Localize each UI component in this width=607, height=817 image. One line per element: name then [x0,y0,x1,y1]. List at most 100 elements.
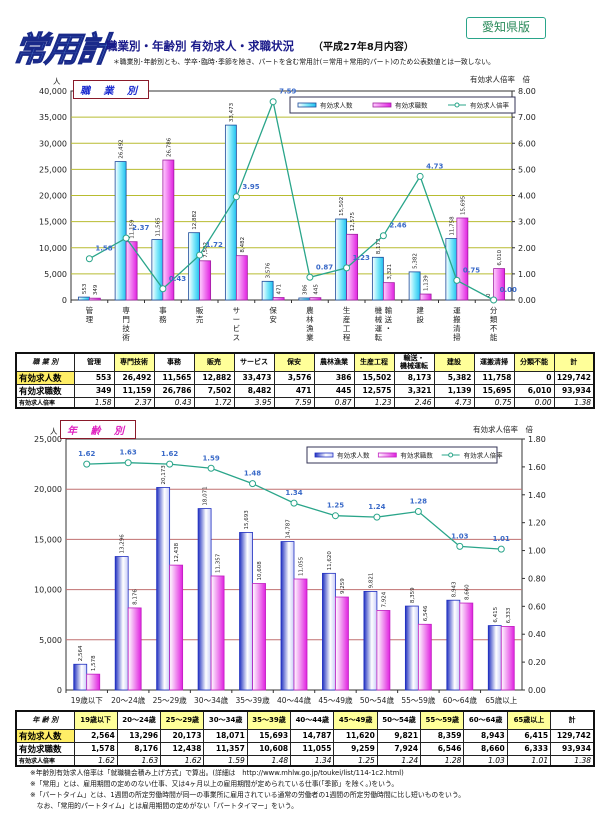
column-header: 専門技術 [113,352,155,372]
legend-label: 有効求人数 [337,451,370,460]
x-category-label: 19歳以下 [71,695,104,705]
table-cell: 7,502 [193,383,235,398]
y2-tick-label: 1.00 [528,547,546,556]
bar-value-label: 11,620 [327,551,333,571]
bar-value-label: 18,071 [203,486,209,505]
y-tick-label: 25,000 [39,165,67,174]
bar-value-label: 6,546 [423,605,429,621]
x-category-label: サービス [233,306,241,342]
table-cell: 1.28 [420,754,465,767]
bar-value-label: 6,010 [497,249,503,265]
page-title: 職業別・年齢別 有効求人・求職状況 [106,39,295,53]
x-category-label: 20～24歳 [111,695,146,705]
footnote: ※「常用」とは、雇用期間の定めのない仕事、又は4ヶ月以上の雇用期間が定められてい… [30,780,399,788]
y-tick-label: 40,000 [39,87,67,96]
column-header: 計 [550,710,595,730]
legend-label: 有効求職数 [395,101,428,110]
x-category-label: 40～44歳 [277,695,312,705]
ratio-point [269,98,277,106]
ratio-point [456,542,464,550]
table-cell: 12,882 [193,370,235,385]
bar-value-label: 471 [277,284,283,295]
ratio-point [414,508,422,516]
bar-value-label: 8,660 [464,584,470,600]
table-row: 有効求人倍率 1.58 2.37 0.43 1.72 3.95 7.59 0.87 1.23 2.… [15,396,595,409]
column-header: 管理 [73,352,115,372]
table-cell: 1,139 [433,383,475,398]
footnotes: ※年齢別有効求人倍率は「就職機会積み上げ方式」で算出。(詳細は http://w… [30,768,465,812]
x-category-label: 50～54歳 [360,695,395,705]
bar-openings [73,663,88,691]
table-cell: 8,176 [116,741,162,756]
legend-swatch [314,452,334,458]
bar-openings [408,271,421,301]
table-cell: 15,502 [353,370,395,385]
bar-applicants [162,159,175,301]
table-cell: 1.72 [193,396,235,409]
ratio-point [453,276,461,284]
bar-value-label: 9,259 [340,578,346,594]
bar-value-label: 11,565 [155,217,161,237]
table-cell: 3.95 [233,396,275,409]
bar-openings [77,296,90,301]
ratio-value-label: 0.75 [463,266,480,274]
ratio-value-label: 1.25 [327,502,344,510]
y2-tick-label: 2.00 [518,244,536,253]
x-category-label: 専門技術 [122,305,130,342]
table-corner: 職 業 別 [15,352,75,372]
legend-label: 有効求職数 [400,451,433,460]
bar-value-label: 12,882 [192,210,198,229]
bar-value-label: 26,786 [166,137,172,157]
table-cell: 3,576 [273,370,315,385]
age-chart: 0 5,000 10,000 15,000 20,000 25,000 0.00 0.20 0.… [34,435,546,705]
bar-applicants [127,607,142,691]
bar-applicants [210,575,225,691]
table-cell: 12,575 [353,383,395,398]
legend [306,446,498,464]
bar-value-label: 8,482 [240,237,246,253]
column-header: サービス [233,352,275,372]
bar-applicants [86,673,101,691]
column-header: 運搬清掃 [473,352,515,372]
y2-tick-label: 0.00 [518,296,536,305]
table-cell: 2.46 [393,396,435,409]
ratio-point [416,172,424,180]
footnote: ※「パートタイム」とは、1週間の所定労働時間が同一の事業所に雇用されている通常の… [30,791,466,799]
x-category-label: 分類不能 [490,306,498,342]
bar-value-label: 553 [82,283,88,294]
bar-value-label: 20,173 [161,465,167,485]
table-row: 有効求職数 349 11,159 26,786 7,502 8,482 471 445 12,5… [15,383,595,398]
bar-openings [156,487,171,691]
bar-value-label: 3,576 [266,262,272,278]
legend-swatch [377,452,397,458]
bar-value-label: 6,333 [506,607,512,623]
table-cell: 0 [513,370,555,385]
bar-value-label: 6,415 [493,606,499,622]
y-tick-label: 30,000 [39,139,67,148]
ratio-point [83,460,91,468]
table-cell: 11,357 [203,741,248,756]
table-cell: 14,787 [290,728,335,743]
table-cell: 1.58 [73,396,115,409]
bar-value-label: 11,055 [299,556,305,576]
column-header: 販売 [193,352,235,372]
y2-tick-label: 7.00 [518,113,536,122]
bar-value-label: 26,492 [119,139,125,158]
x-category-label: 運搬清掃 [453,306,461,342]
bar-value-label: 2,564 [78,645,84,661]
y2-tick-label: 3.00 [518,218,536,227]
table-cell: 1.59 [203,754,248,767]
x-category-label: 60～64歳 [443,695,478,705]
bar-applicants [456,217,469,301]
left-axis-unit: 人 [53,77,61,86]
note-text: ＊職業別･年齢別とも、学卒･臨時･季節を除き、パートを含む常用計(＝常用＋常用的… [113,58,495,66]
ratio-value-label: 0.00 [500,286,517,294]
x-category-label: 65歳以上 [485,695,518,705]
bar-openings [114,161,127,301]
footnote: なお、「常用的パートタイム」とは雇用期間の定めがない「パートタイマー」をいう。 [30,802,298,810]
y2-tick-label: 0.60 [528,602,546,611]
x-category-label: 建設 [416,305,424,324]
table-cell: 1.23 [353,396,395,409]
y2-tick-label: 1.80 [528,435,546,444]
